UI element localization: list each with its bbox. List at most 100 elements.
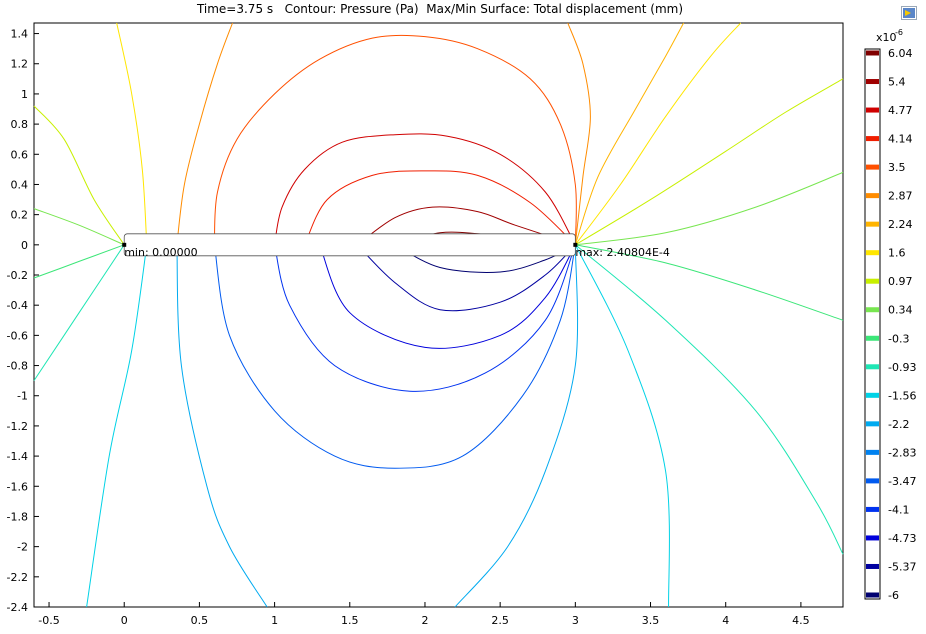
colorbar-label-0: 6.04 [888, 47, 913, 60]
colorbar-label-15: -3.47 [888, 475, 916, 488]
y-tick-label-0: 1.4 [11, 28, 29, 41]
x-tick-label-3: 1 [271, 614, 278, 627]
y-tick-label-9: -0.4 [7, 299, 28, 312]
contour-line-20 [176, 244, 268, 608]
y-tick-label-2: 1 [21, 88, 28, 101]
y-tick-label-17: -2 [17, 541, 28, 554]
contour-line-24 [319, 244, 576, 349]
contour-line-0 [274, 133, 576, 246]
contour-line-18 [86, 244, 148, 608]
y-tick-label-1: 1.2 [11, 58, 29, 71]
contour-line-11 [575, 78, 844, 246]
colorbar-swatch-8 [866, 278, 879, 284]
contour-line-22 [213, 244, 576, 469]
colorbar-label-6: 2.24 [888, 218, 913, 231]
colorbar-label-19: -6 [888, 589, 899, 602]
contour-line-14 [33, 244, 125, 279]
colorbar-label-7: 1.6 [888, 247, 906, 260]
y-tick-label-10: -0.6 [7, 329, 28, 342]
contour-line-4 [213, 34, 577, 245]
colorbar: 6.04 5.4 4.77 4.14 3.5 2.87 2.24 1.6 0.97 0.34 -0.… [864, 28, 916, 602]
export-image-icon[interactable] [901, 6, 917, 20]
colorbar-swatch-11 [866, 364, 879, 370]
x-tick-label-0: -0.5 [38, 614, 59, 627]
colorbar-swatch-12 [866, 392, 879, 398]
min-annotation-marker [122, 242, 127, 247]
y-tick-label-4: 0.6 [11, 148, 29, 161]
y-tick-label-14: -1.4 [7, 450, 28, 463]
contour-line-12 [33, 208, 125, 246]
colorbar-swatch-3 [866, 136, 879, 142]
contour-line-10 [33, 105, 125, 246]
contour-line-6 [567, 22, 591, 245]
y-tick-label-11: -0.8 [7, 360, 28, 373]
x-tick-label-4: 1.5 [341, 614, 359, 627]
colorbar-label-9: 0.34 [888, 304, 913, 317]
colorbar-label-14: -2.83 [888, 446, 916, 459]
y-tick-label-12: -1 [17, 390, 28, 403]
beam-layer: min: 0.00000 max: 2.40804E-4 [122, 233, 670, 259]
colorbar-label-18: -5.37 [888, 560, 916, 573]
y-tick-label-18: -2.2 [7, 571, 28, 584]
max-annotation-marker [573, 242, 578, 247]
contour-line-15 [575, 244, 844, 321]
colorbar-label-1: 5.4 [888, 76, 906, 89]
x-tick-label-2: 0.5 [191, 614, 209, 627]
colorbar-swatch-0 [866, 50, 879, 56]
colorbar-swatch-2 [866, 107, 879, 113]
colorbar-swatch-5 [866, 193, 879, 199]
contour-line-19 [574, 244, 670, 608]
y-tick-label-6: 0.2 [11, 209, 29, 222]
y-tick-label-3: 0.8 [11, 118, 29, 131]
y-tick-label-5: 0.4 [11, 178, 29, 191]
contour-line-17 [574, 244, 844, 555]
colorbar-swatch-10 [866, 335, 879, 341]
contour-line-21 [454, 244, 579, 608]
x-tick-label-6: 2.5 [491, 614, 509, 627]
colorbar-swatch-7 [866, 250, 879, 256]
contour-line-2 [357, 206, 576, 246]
y-tick-label-7: 0 [21, 239, 28, 252]
colorbar-swatch-15 [866, 478, 879, 484]
plot-area [33, 22, 844, 608]
colorbar-exponent-power: -6 [895, 28, 903, 37]
colorbar-label-16: -4.1 [888, 503, 909, 516]
x-tick-label-7: 3 [572, 614, 579, 627]
y-tick-label-16: -1.8 [7, 510, 28, 523]
min-annotation-label: min: 0.00000 [124, 246, 197, 259]
y-tick-label-15: -1.6 [7, 480, 28, 493]
colorbar-swatch-19 [866, 592, 879, 598]
colorbar-label-5: 2.87 [888, 190, 913, 203]
colorbar-swatch-18 [866, 563, 879, 569]
colorbar-label-11: -0.93 [888, 361, 916, 374]
colorbar-label-8: 0.97 [888, 275, 913, 288]
contour-line-5 [176, 22, 233, 245]
contour-line-9 [574, 22, 685, 245]
x-tick-label-9: 4 [722, 614, 729, 627]
contour-line-13 [575, 171, 844, 246]
colorbar-swatch-1 [866, 79, 879, 85]
x-tick-label-1: 0 [121, 614, 128, 627]
colorbar-label-17: -4.73 [888, 532, 916, 545]
colorbar-swatch-14 [866, 449, 879, 455]
plot-title: Time=3.75 s Contour: Pressure (Pa) Max/M… [196, 2, 684, 16]
colorbar-swatch-6 [866, 221, 879, 227]
colorbar-label-10: -0.3 [888, 332, 909, 345]
contour-line-16 [33, 244, 125, 381]
colorbar-swatch-9 [866, 307, 879, 313]
y-tick-label-13: -1.2 [7, 420, 28, 433]
x-axis: -0.5 0 0.5 1 1.5 2 2.5 3 3.5 4 4.5 [38, 602, 810, 627]
y-axis: 1.4 1.2 1 0.8 0.6 0.4 0.2 0 -0.2 -0.4 -0.6 -0.8 -1 -1… [7, 28, 39, 614]
x-tick-label-8: 3.5 [642, 614, 660, 627]
contour-line-25 [356, 244, 576, 312]
x-tick-label-5: 2 [421, 614, 428, 627]
x-tick-label-10: 4.5 [792, 614, 810, 627]
colorbar-swatch-17 [866, 535, 879, 541]
colorbar-swatch-4 [866, 164, 879, 170]
colorbar-label-13: -2.2 [888, 418, 909, 431]
y-tick-label-8: -0.2 [7, 269, 28, 282]
colorbar-swatch-13 [866, 421, 879, 427]
colorbar-label-12: -1.56 [888, 389, 916, 402]
contour-line-23 [274, 244, 576, 392]
